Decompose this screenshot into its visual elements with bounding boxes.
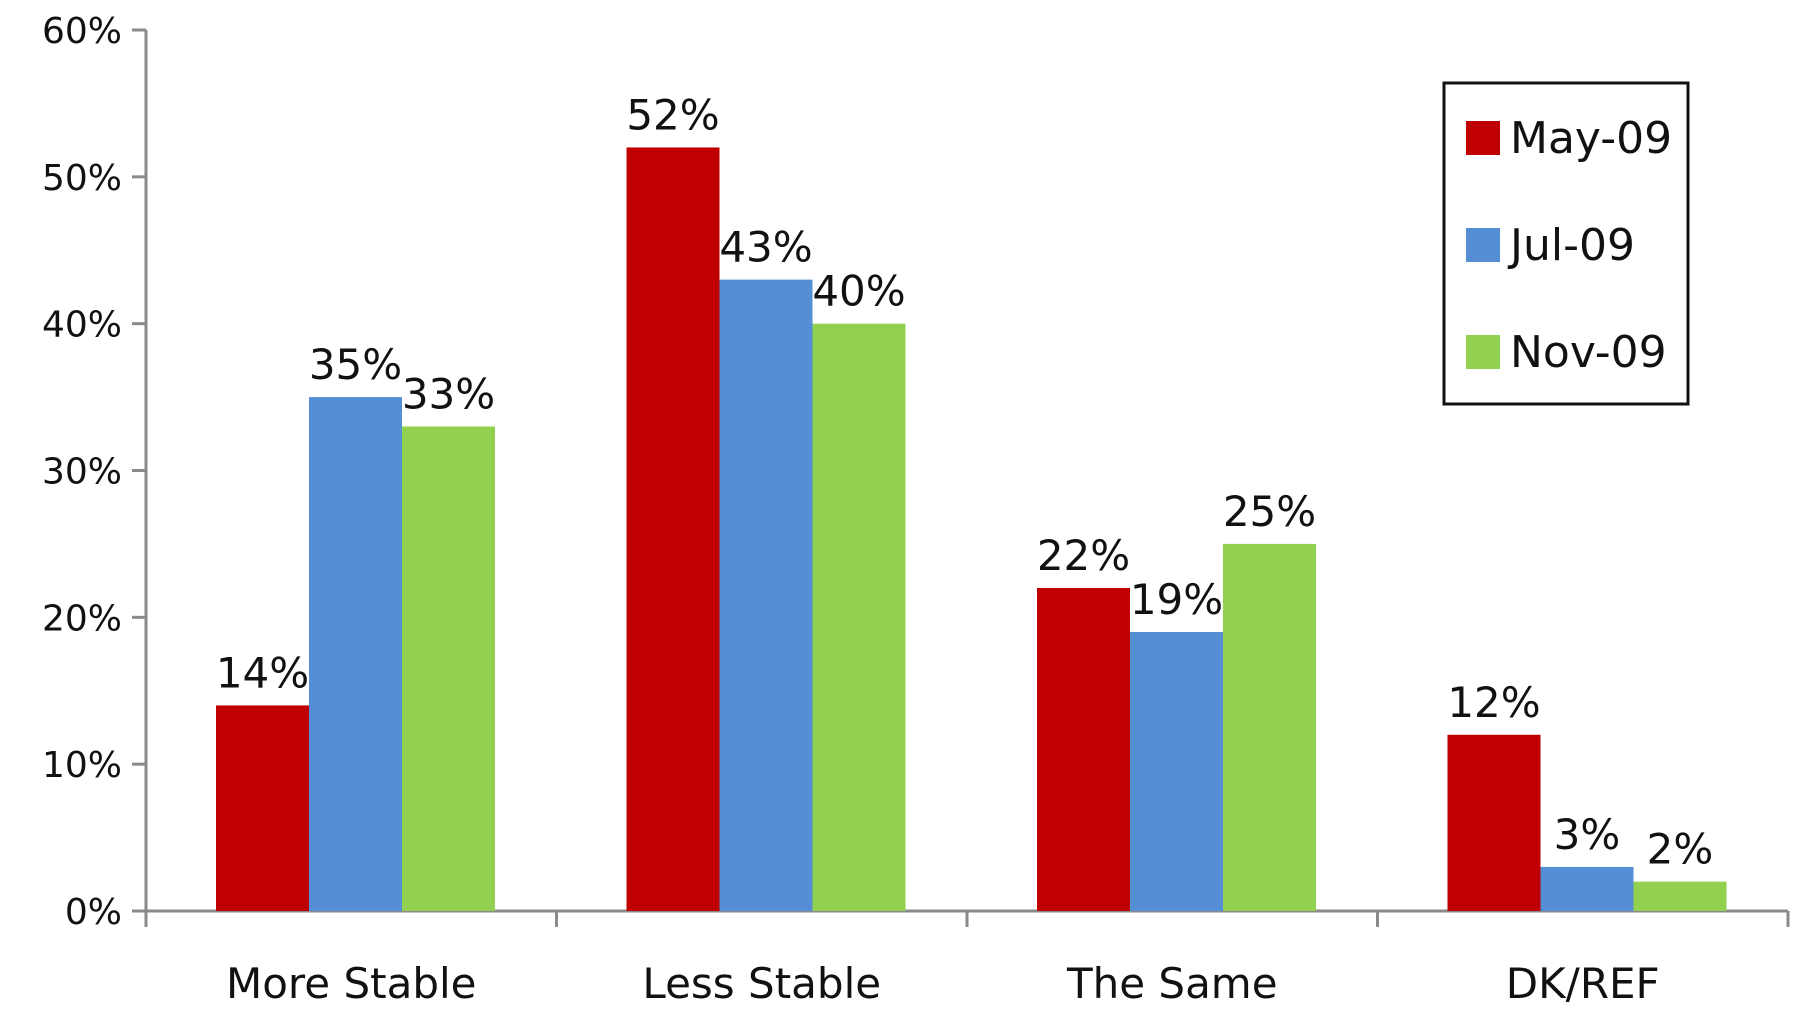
data-label: 40% xyxy=(812,267,905,316)
bar-nov-09 xyxy=(812,323,906,912)
data-label: 25% xyxy=(1223,487,1316,536)
data-label: 19% xyxy=(1130,575,1223,624)
data-label: 2% xyxy=(1647,825,1714,874)
bars-group xyxy=(216,147,1727,912)
data-label: 12% xyxy=(1447,678,1540,727)
data-label: 14% xyxy=(216,648,309,697)
legend-label: Jul-09 xyxy=(1507,220,1635,271)
x-axis: More Stable Less Stable The Same DK/REF xyxy=(144,909,1790,1008)
legend: May-09 Jul-09 Nov-09 xyxy=(1442,81,1690,406)
bar-jul-09 xyxy=(719,279,813,911)
data-label: 3% xyxy=(1554,810,1621,859)
y-axis: 0% 10% 20% 30% 40% 50% 60% xyxy=(42,11,148,933)
x-tick-label: DK/REF xyxy=(1506,959,1660,1008)
bar-may-09 xyxy=(1037,587,1130,911)
legend-label: Nov-09 xyxy=(1510,327,1667,378)
y-tick-label: 30% xyxy=(42,452,122,493)
bar-may-09 xyxy=(626,147,720,911)
y-tick-label: 60% xyxy=(42,11,122,52)
bar-jul-09 xyxy=(1540,866,1634,911)
y-tick-label: 50% xyxy=(42,158,122,199)
legend-swatch-jul-09 xyxy=(1466,228,1500,262)
data-labels-group: 14% 35%33% 52% 43%40% 22%19%25% 12% 3% 2% xyxy=(216,90,1714,873)
y-tick-label: 0% xyxy=(65,892,122,933)
data-label: 43% xyxy=(719,223,812,272)
x-tick-label: The Same xyxy=(1066,959,1278,1008)
x-tick-label: Less Stable xyxy=(642,959,881,1008)
y-tick-label: 20% xyxy=(42,598,122,639)
bar-may-09 xyxy=(216,705,309,911)
legend-label: May-09 xyxy=(1510,113,1672,164)
bar-nov-09 xyxy=(1223,543,1316,911)
bar-may-09 xyxy=(1447,734,1541,911)
bar-jul-09 xyxy=(1130,632,1223,911)
y-tick-label: 10% xyxy=(42,745,122,786)
data-label: 22% xyxy=(1037,531,1130,580)
legend-swatch-may-09 xyxy=(1466,121,1500,155)
x-tick-label: More Stable xyxy=(226,959,477,1008)
data-label: 52% xyxy=(626,90,719,139)
y-tick-label: 40% xyxy=(42,305,122,346)
legend-swatch-nov-09 xyxy=(1466,335,1500,369)
data-label: 33% xyxy=(402,369,495,418)
bar-nov-09 xyxy=(1633,881,1727,911)
bar-jul-09 xyxy=(309,397,402,911)
bar-nov-09 xyxy=(402,426,495,911)
data-label: 35% xyxy=(309,340,402,389)
